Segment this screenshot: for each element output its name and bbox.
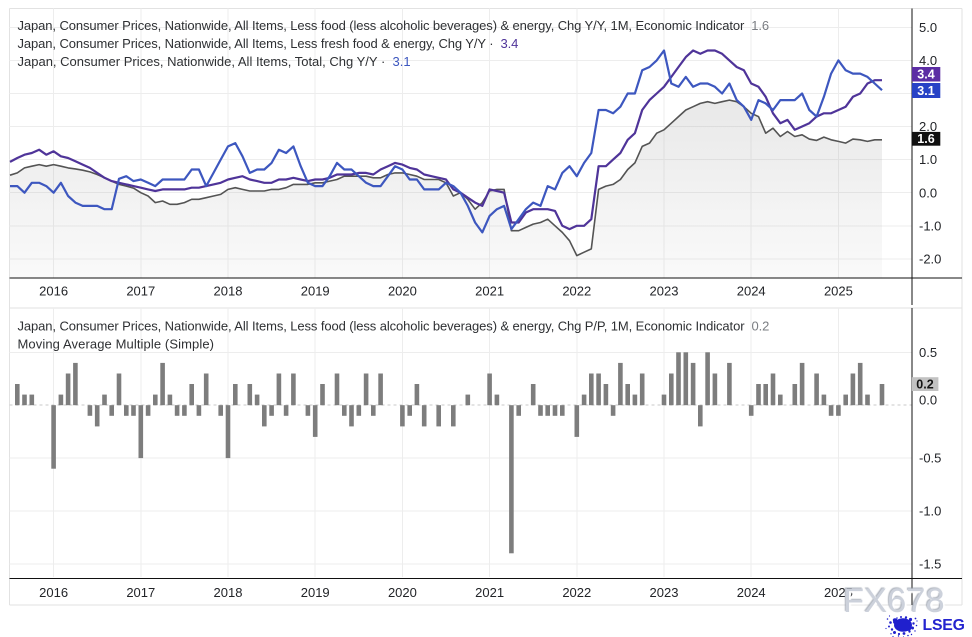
svg-text:Moving Average Multiple (Simpl: Moving Average Multiple (Simple) xyxy=(18,337,215,352)
svg-text:2024: 2024 xyxy=(737,284,766,299)
svg-text:1.0: 1.0 xyxy=(919,152,937,167)
svg-text:2024: 2024 xyxy=(737,585,766,600)
svg-text:-0.5: -0.5 xyxy=(919,451,941,466)
svg-text:2016: 2016 xyxy=(39,585,68,600)
svg-text:0.5: 0.5 xyxy=(919,345,937,360)
svg-text:0.0: 0.0 xyxy=(919,392,937,407)
svg-text:2025: 2025 xyxy=(824,585,853,600)
svg-text:Japan, Consumer Prices, Nation: Japan, Consumer Prices, Nationwide, All … xyxy=(18,319,770,334)
svg-text:2019: 2019 xyxy=(301,585,330,600)
svg-text:2017: 2017 xyxy=(126,284,155,299)
svg-text:-1.5: -1.5 xyxy=(919,557,941,572)
svg-text:2020: 2020 xyxy=(388,585,417,600)
svg-text:0.2: 0.2 xyxy=(916,377,933,391)
svg-text:2021: 2021 xyxy=(475,585,504,600)
svg-text:2019: 2019 xyxy=(301,284,330,299)
svg-text:Japan, Consumer Prices, Nation: Japan, Consumer Prices, Nationwide, All … xyxy=(18,36,519,51)
svg-text:1.6: 1.6 xyxy=(917,132,934,146)
svg-text:2.0: 2.0 xyxy=(919,119,937,134)
svg-text:LSEG: LSEG xyxy=(923,617,965,634)
svg-text:2022: 2022 xyxy=(562,284,591,299)
svg-text:4.0: 4.0 xyxy=(919,53,937,68)
svg-text:3.4: 3.4 xyxy=(917,68,934,82)
svg-text:2021: 2021 xyxy=(475,284,504,299)
svg-text:2018: 2018 xyxy=(214,284,243,299)
svg-text:2018: 2018 xyxy=(214,585,243,600)
svg-text:-1.0: -1.0 xyxy=(919,218,941,233)
svg-text:Japan, Consumer Prices, Nation: Japan, Consumer Prices, Nationwide, All … xyxy=(18,54,411,69)
svg-text:-1.0: -1.0 xyxy=(919,504,941,519)
svg-text:2016: 2016 xyxy=(39,284,68,299)
svg-text:2023: 2023 xyxy=(650,284,679,299)
svg-text:0.0: 0.0 xyxy=(919,185,937,200)
svg-text:5.0: 5.0 xyxy=(919,20,937,35)
svg-text:2020: 2020 xyxy=(388,284,417,299)
svg-text:2025: 2025 xyxy=(824,284,853,299)
svg-text:2022: 2022 xyxy=(562,585,591,600)
svg-text:Japan, Consumer Prices, Nation: Japan, Consumer Prices, Nationwide, All … xyxy=(18,18,770,33)
svg-text:3.1: 3.1 xyxy=(917,84,934,98)
svg-text:2017: 2017 xyxy=(126,585,155,600)
svg-text:-2.0: -2.0 xyxy=(919,252,941,267)
svg-text:2023: 2023 xyxy=(650,585,679,600)
